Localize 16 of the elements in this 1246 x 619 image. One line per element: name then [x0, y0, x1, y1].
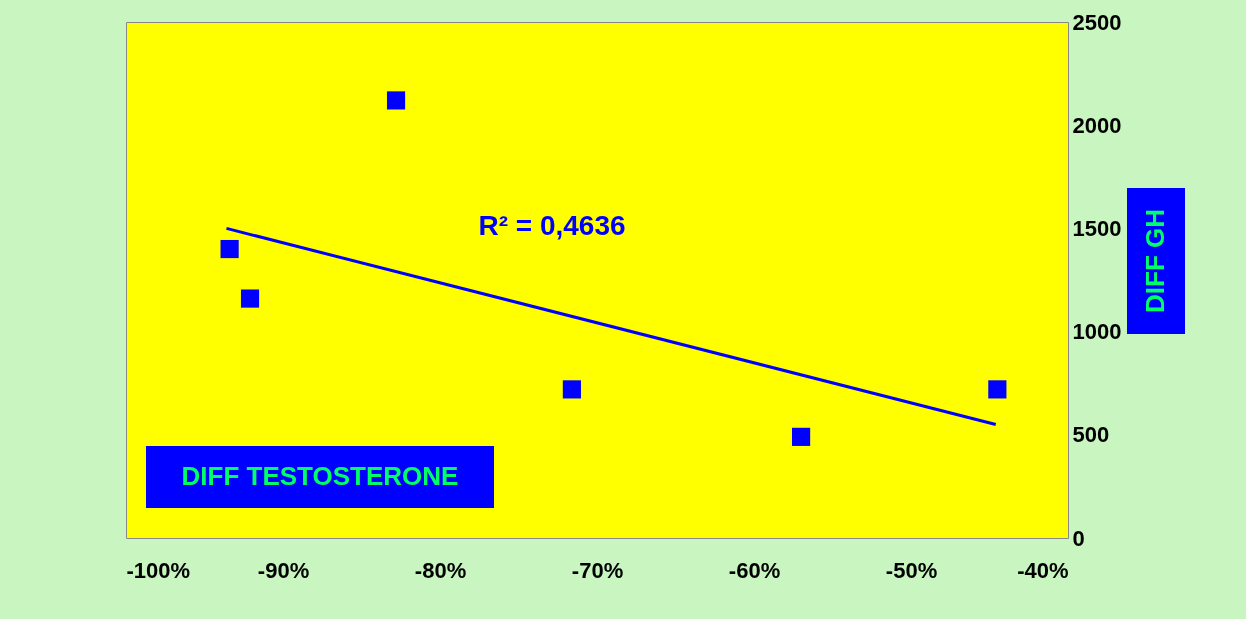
- y-tick-label: 1000: [1072, 319, 1122, 345]
- y-tick-label: 500: [1072, 422, 1110, 448]
- y-tick-label: 1500: [1072, 215, 1122, 241]
- x-tick-label: -40%: [1017, 557, 1069, 583]
- annotation: R² = 0,4636: [478, 210, 626, 241]
- y-tick-label: 0: [1072, 525, 1085, 551]
- y-tick-label: 2500: [1072, 9, 1122, 35]
- x-tick-label: -50%: [885, 557, 938, 583]
- x-tick-label: -70%: [571, 557, 624, 583]
- x-tick-label: -90%: [257, 557, 310, 583]
- y-axis-title: DIFF GH: [1140, 209, 1170, 313]
- x-tick-label: -100%: [126, 557, 191, 583]
- x-tick-label: -60%: [728, 557, 781, 583]
- x-tick-label: -80%: [414, 557, 467, 583]
- y-tick-label: 2000: [1072, 112, 1122, 138]
- x-axis-title: DIFF TESTOSTERONE: [181, 461, 459, 491]
